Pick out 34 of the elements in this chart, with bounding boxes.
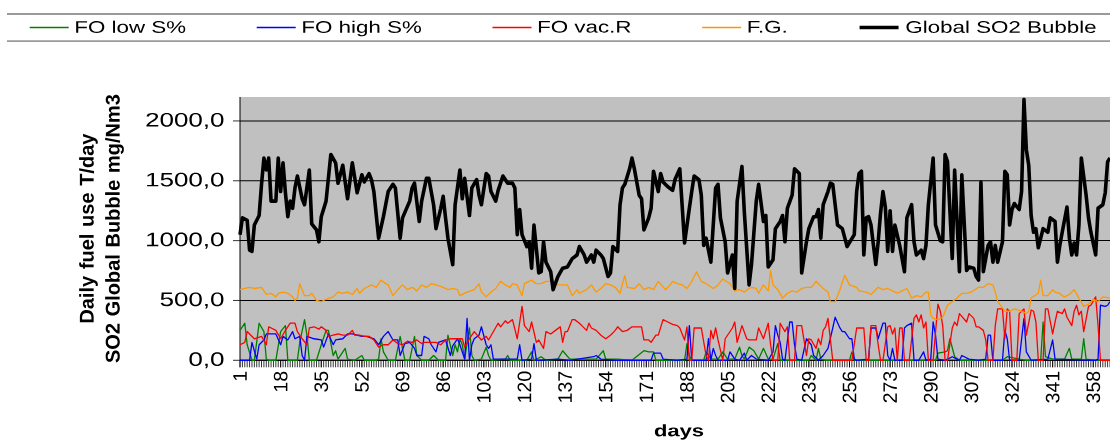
x-tick-label: 222 bbox=[761, 371, 776, 403]
x-axis-title: days bbox=[654, 424, 704, 440]
x-tick-label: 307 bbox=[964, 371, 979, 403]
x-tick-label: 1 bbox=[233, 371, 247, 381]
x-tick-label: 239 bbox=[801, 371, 816, 403]
x-tick-label: 52 bbox=[355, 371, 369, 392]
x-tick-label: 358 bbox=[1086, 371, 1101, 403]
legend-label: Global SO2 Bubble bbox=[906, 20, 1096, 33]
x-tick-label: 103 bbox=[476, 371, 491, 402]
legend-label: FO low S% bbox=[76, 20, 186, 33]
x-tick-label: 324 bbox=[1005, 371, 1019, 403]
y-tick-label: 1500,0 bbox=[147, 172, 224, 189]
x-tick-label: 290 bbox=[923, 371, 938, 403]
x-tick-label: 273 bbox=[883, 371, 898, 403]
legend-label: F.G. bbox=[748, 20, 786, 33]
legend-label: FO high S% bbox=[303, 20, 422, 37]
y-tick-label: 0,0 bbox=[189, 352, 224, 369]
x-tick-label: 35 bbox=[314, 371, 329, 392]
y-tick-label: 2000,0 bbox=[146, 112, 224, 129]
legend-label: FO vac.R bbox=[538, 20, 631, 33]
x-tick-label: 154 bbox=[598, 371, 613, 402]
x-tick-label: 205 bbox=[720, 371, 735, 403]
x-tick-label: 86 bbox=[436, 371, 451, 392]
x-tick-label: 18 bbox=[273, 371, 288, 392]
x-tick-label: 69 bbox=[395, 371, 410, 392]
y-tick-label: 1000,0 bbox=[147, 232, 224, 249]
x-tick-label: 137 bbox=[558, 371, 572, 402]
y-axis-title: Daily fuel use T/day SO2 Global Bubble mg/Nm3 bbox=[79, 94, 124, 363]
x-tick-label: 256 bbox=[842, 371, 857, 403]
y-tick-label: 500,0 bbox=[160, 292, 224, 309]
x-tick-label: 341 bbox=[1045, 371, 1060, 403]
x-tick-label: 171 bbox=[639, 371, 654, 402]
x-tick-label: 120 bbox=[517, 371, 532, 402]
x-tick-label: 188 bbox=[680, 371, 694, 402]
